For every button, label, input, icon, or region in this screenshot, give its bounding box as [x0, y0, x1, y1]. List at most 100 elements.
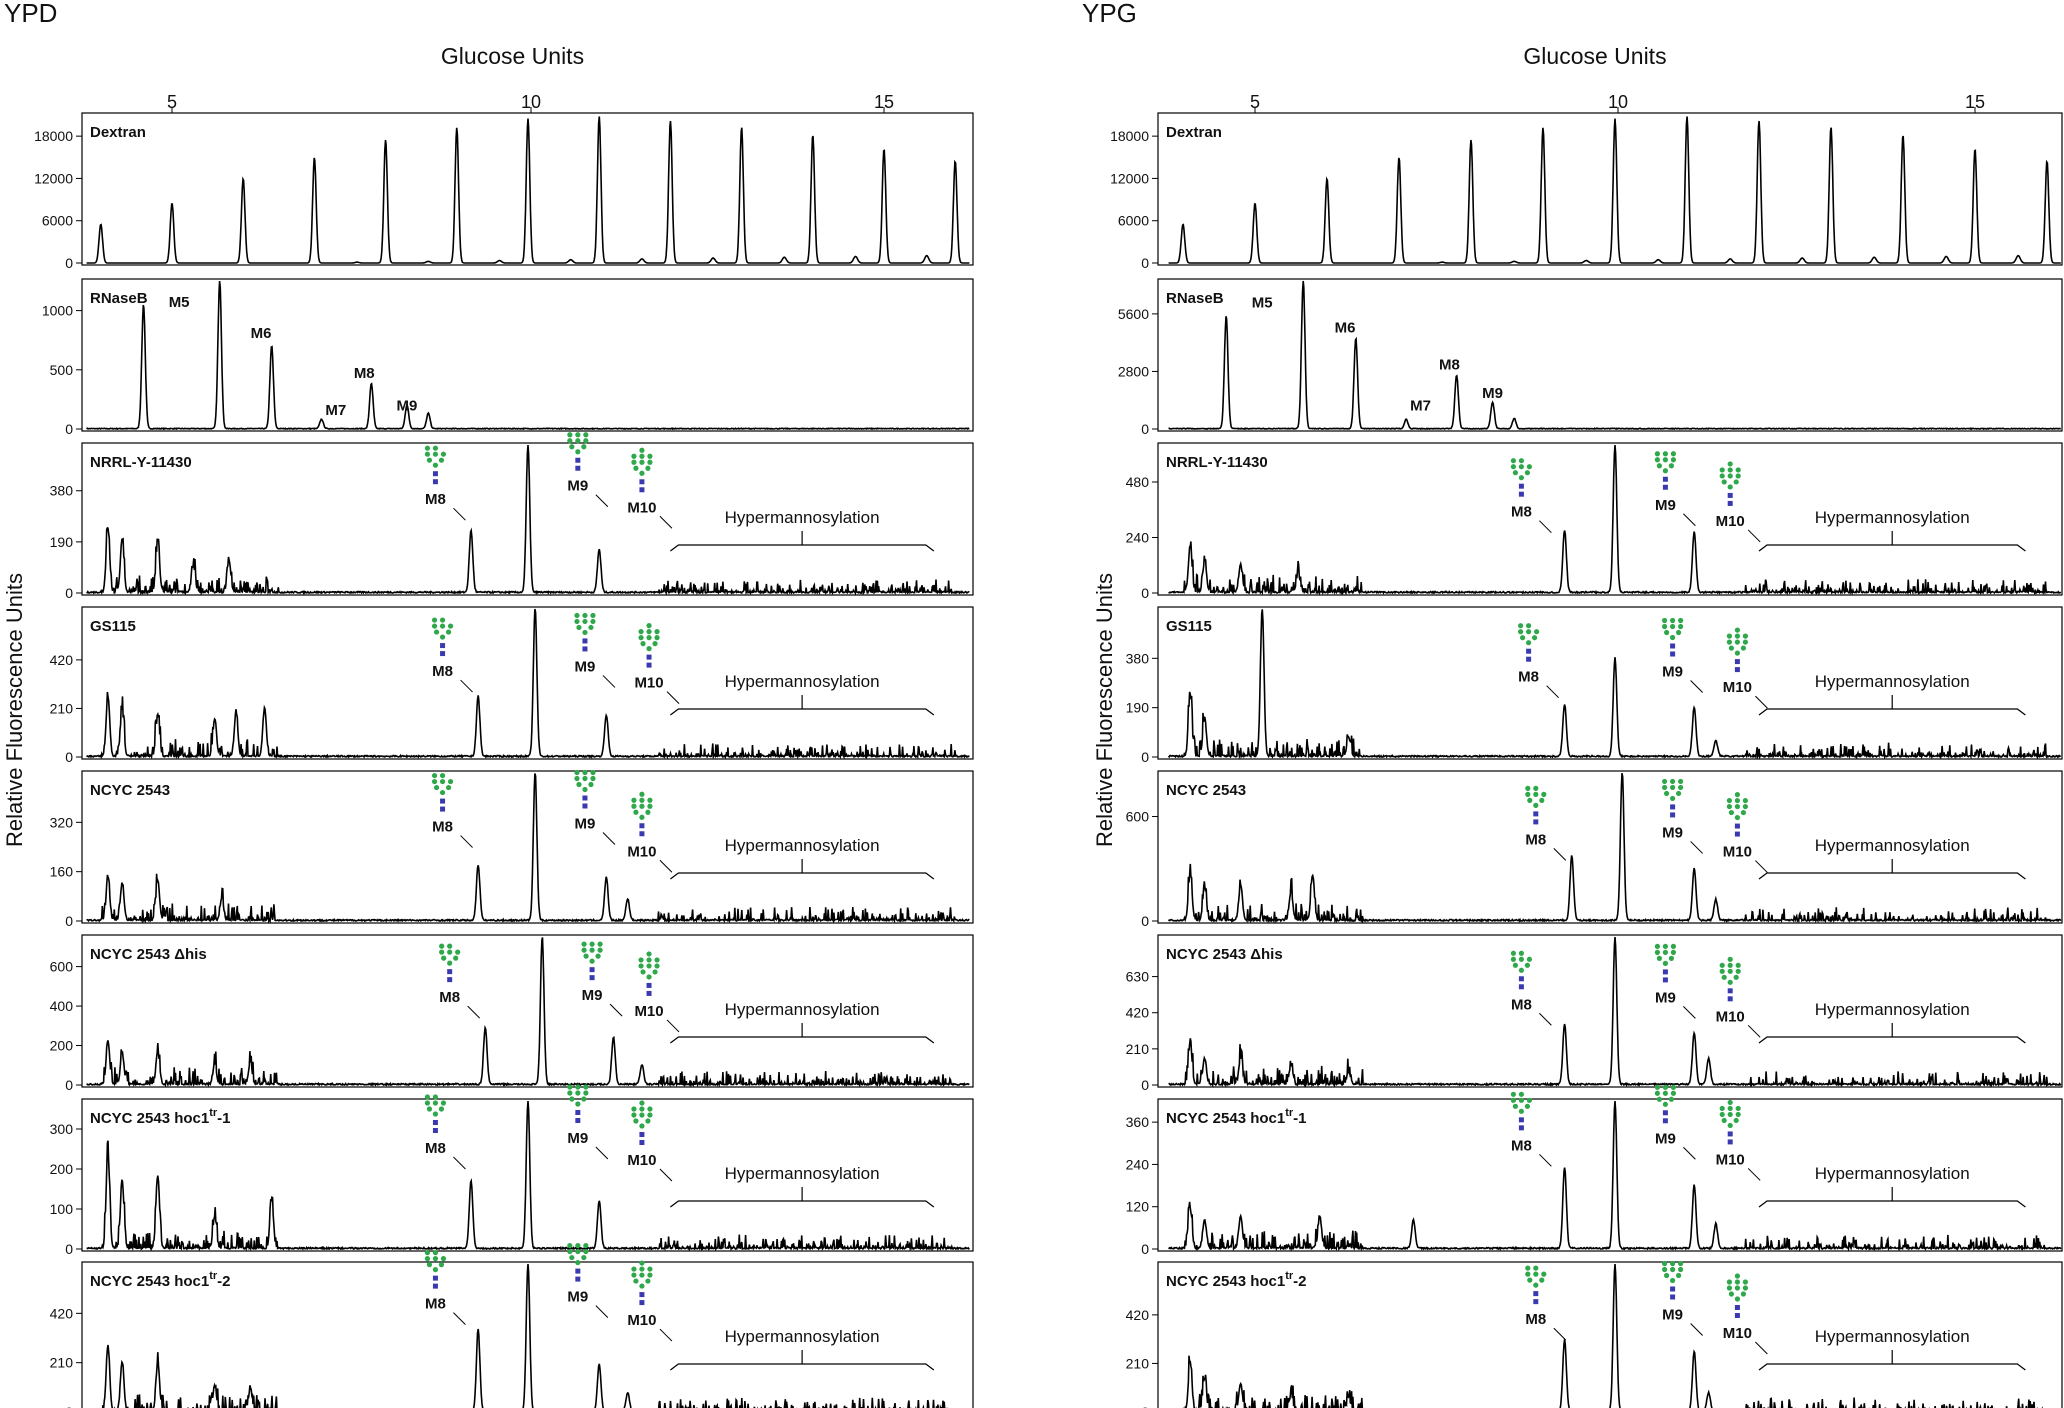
- y-tick-label: 190: [1126, 700, 1150, 716]
- leader-line: [1553, 1327, 1567, 1341]
- chart-ypd: YPD Glucose Units 5 10 15 Relative Fluorescen…: [2, 0, 974, 1408]
- chart-ypg: YPG Glucose Units 5 10 15 Relative Fluorescen…: [1082, 0, 2063, 1408]
- panel-label: NCYC 2543: [90, 782, 170, 799]
- peak-label: M10: [1723, 679, 1752, 696]
- leader-line: [1747, 1168, 1761, 1181]
- panel-6: 0 120 240 360 NCYC 2543 hoc1tr-1 M8 M9 M10 Hyper…: [1126, 1084, 2063, 1257]
- y-tick-label: 200: [50, 1038, 74, 1054]
- y-tick-label: 0: [1141, 913, 1149, 929]
- hypermannosylation-label: Hypermannosylation: [725, 1000, 880, 1019]
- y-tick-label: 400: [50, 998, 74, 1014]
- glycan-icon: [631, 447, 653, 493]
- panel-6: 0 100 200 300 NCYC 2543 hoc1tr-1 M8 M9 M10 Hyper…: [50, 1084, 974, 1257]
- trace-line: [1168, 116, 2061, 264]
- panel-frame: [81, 770, 974, 924]
- y-tick-label: 420: [1126, 1307, 1150, 1323]
- peak-label: M8: [1511, 996, 1532, 1013]
- leader-line: [595, 494, 609, 508]
- glycan-icon: [1662, 1260, 1684, 1300]
- peak-label: M8: [1511, 504, 1532, 521]
- hypermannosylation-label: Hypermannosylation: [1815, 1327, 1970, 1346]
- panel-label: NRRL-Y-11430: [1166, 454, 1268, 471]
- y-tick-label: 0: [1141, 585, 1149, 601]
- hypermannosylation-bracket: [670, 695, 935, 716]
- peak-label: M8: [439, 989, 460, 1006]
- x-axis-label: Glucose Units: [441, 43, 584, 69]
- chart-title: YPG: [1082, 0, 1137, 28]
- leader-line: [1539, 520, 1552, 534]
- leader-line: [1553, 848, 1567, 861]
- panel-frame: [81, 934, 974, 1088]
- y-tick-label: 380: [1126, 650, 1150, 666]
- glycan-icon: [1662, 778, 1684, 818]
- leader-line: [1683, 513, 1696, 527]
- leader-line: [595, 1146, 609, 1160]
- peak-label: M5: [169, 294, 190, 311]
- leader-line: [1546, 685, 1559, 699]
- leader-line: [1539, 1012, 1552, 1026]
- panel-7: 0 210 420 NCYC 2543 hoc1tr-2 M8 M9 M10 Hyperman…: [1126, 1260, 2063, 1408]
- y-tick-label: 0: [65, 1404, 73, 1408]
- panel-label: NCYC 2543: [1166, 782, 1246, 799]
- peak-label: M7: [325, 402, 346, 419]
- y-tick-label: 0: [65, 1241, 73, 1257]
- y-tick-label: 360: [1126, 1114, 1150, 1130]
- peak-label: M6: [251, 325, 272, 342]
- panel-5: 0 200 400 600 NCYC 2543 Δhis M8 M9 M10 Hypermann…: [50, 934, 974, 1093]
- panel-4: 0 160 320 NCYC 2543 M8 M9 M10 Hypermannosylatio…: [50, 769, 974, 929]
- hypermannosylation-bracket: [1758, 859, 2026, 880]
- glycan-icon: [1719, 956, 1741, 1002]
- hypermannosylation-label: Hypermannosylation: [725, 836, 880, 855]
- panel-3: 0 190 380 GS115 M8 M9 M10 Hypermannosylation: [1126, 606, 2063, 765]
- y-tick-label: 420: [1126, 1005, 1150, 1021]
- y-tick-label: 190: [50, 534, 74, 550]
- panel-5: 0 210 420 630 NCYC 2543 Δhis M8 M9 M10 Hypermann…: [1126, 934, 2063, 1093]
- x-tick-label: 15: [1965, 92, 1985, 112]
- leader-line: [602, 832, 616, 845]
- glycan-icon: [1654, 943, 1676, 983]
- peak-label: M10: [1723, 1325, 1752, 1342]
- glycan-icon: [631, 1100, 653, 1145]
- peak-label: M9: [567, 478, 588, 495]
- leader-line: [467, 1005, 481, 1019]
- hypermannosylation-bracket: [1758, 1350, 2026, 1371]
- hypermannosylation-label: Hypermannosylation: [725, 672, 880, 691]
- hypermannosylation-bracket: [670, 1187, 935, 1208]
- panel-label: NCYC 2543 hoc1tr-2: [1166, 1270, 1307, 1290]
- glycan-icon: [574, 769, 596, 809]
- y-tick-label: 0: [1141, 1241, 1149, 1257]
- trace-line: [86, 773, 970, 924]
- hypermannosylation-bracket: [1758, 1187, 2026, 1208]
- trace-line: [86, 116, 970, 264]
- y-tick-label: 160: [50, 864, 74, 880]
- peak-label: M7: [1410, 398, 1431, 415]
- peak-label: M8: [425, 1140, 446, 1157]
- panel-frame: [81, 606, 974, 760]
- glycan-icon: [1726, 1273, 1748, 1318]
- hypermannosylation-label: Hypermannosylation: [1815, 1164, 1970, 1183]
- peak-label: M9: [397, 398, 418, 415]
- peak-label: M10: [627, 1312, 656, 1329]
- y-tick-label: 0: [65, 749, 73, 765]
- y-tick-label: 420: [50, 1305, 74, 1321]
- y-tick-label: 120: [1126, 1199, 1150, 1215]
- x-tick-label: 10: [521, 92, 541, 112]
- peak-label: M8: [1518, 669, 1539, 686]
- leader-line: [595, 1305, 609, 1318]
- y-tick-label: 240: [1126, 1156, 1150, 1172]
- panel-2: 0 190 380 NRRL-Y-11430 M8 M9 M10 Hypermannosyla…: [50, 432, 974, 601]
- peak-label: M10: [1723, 844, 1752, 861]
- peak-label: M9: [1655, 1130, 1676, 1147]
- leader-line: [453, 507, 466, 521]
- x-tick-label: 5: [167, 92, 177, 112]
- leader-line: [460, 679, 473, 693]
- hypermannosylation-label: Hypermannosylation: [725, 1327, 880, 1346]
- panel-1: 0 2800 5600 RNaseB M5 M6 M7 M8 M9: [1118, 278, 2063, 437]
- leader-line: [659, 859, 673, 873]
- y-tick-label: 12000: [34, 170, 73, 186]
- panel-0: 0 6000 12000 18000 Dextran: [34, 112, 974, 271]
- peak-label: M9: [1662, 1307, 1683, 1324]
- leader-line: [1690, 680, 1703, 693]
- glycan-icon: [1525, 785, 1547, 825]
- glycan-icon: [1518, 623, 1540, 662]
